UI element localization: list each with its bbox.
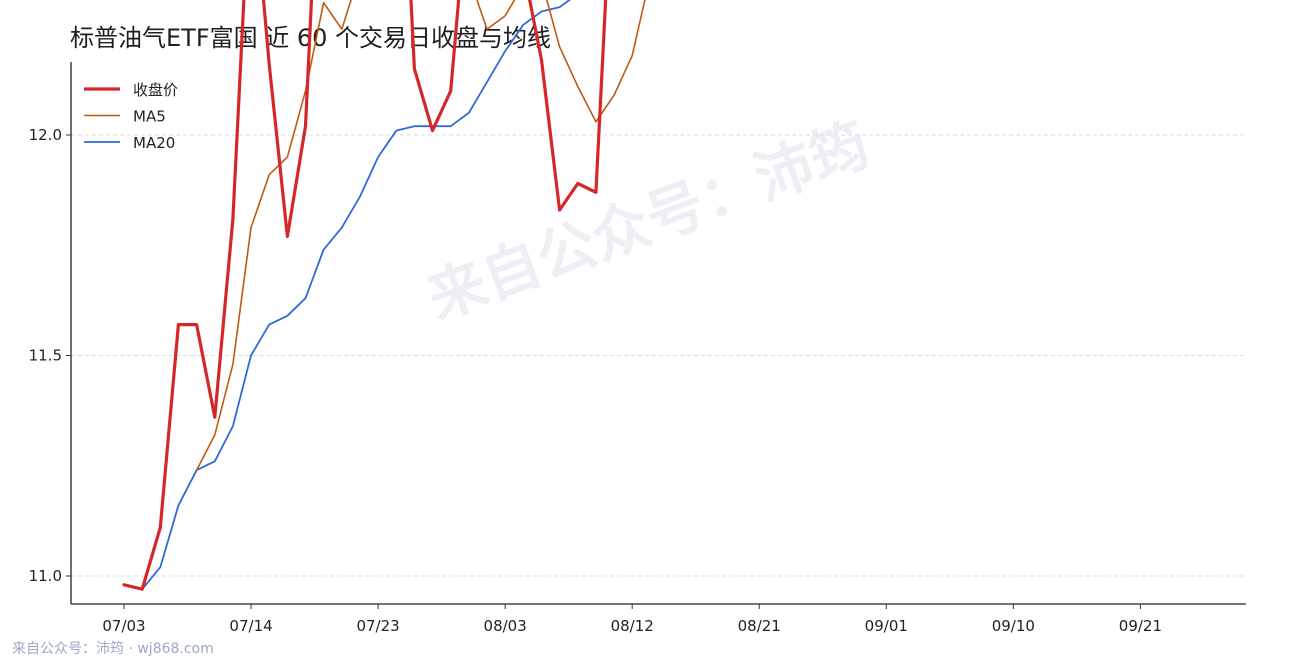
legend-label: 收盘价	[133, 81, 178, 99]
legend-label: MA20	[133, 134, 175, 152]
footer-credit: 来自公众号：沛筠 · wj868.com	[12, 641, 214, 657]
x-tick-label: 08/21	[738, 617, 781, 635]
x-tick-label: 07/23	[356, 617, 399, 635]
watermark-text: 来自公众号：沛筠	[419, 110, 878, 333]
legend: 收盘价 MA5 MA20	[84, 81, 178, 152]
series-line-2	[123, 0, 571, 591]
x-tick-label: 09/21	[1119, 617, 1162, 635]
x-tick-label: 09/10	[992, 617, 1035, 635]
grid	[71, 134, 1246, 577]
ticks: 11.011.512.012.513.013.514.007/0307/1407…	[29, 126, 1162, 635]
y-tick-label: 12.0	[29, 126, 62, 144]
y-tick-label: 11.0	[29, 567, 62, 585]
x-tick-label: 07/03	[102, 617, 145, 635]
x-tick-label: 09/01	[865, 617, 908, 635]
y-tick-label: 11.5	[29, 347, 62, 365]
series-line-0	[122, 0, 608, 591]
x-tick-label: 07/14	[229, 617, 272, 635]
x-tick-label: 08/12	[611, 617, 654, 635]
lines	[122, 0, 646, 591]
axes	[70, 62, 1246, 605]
x-tick-label: 08/03	[484, 617, 527, 635]
legend-label: MA5	[133, 108, 166, 126]
